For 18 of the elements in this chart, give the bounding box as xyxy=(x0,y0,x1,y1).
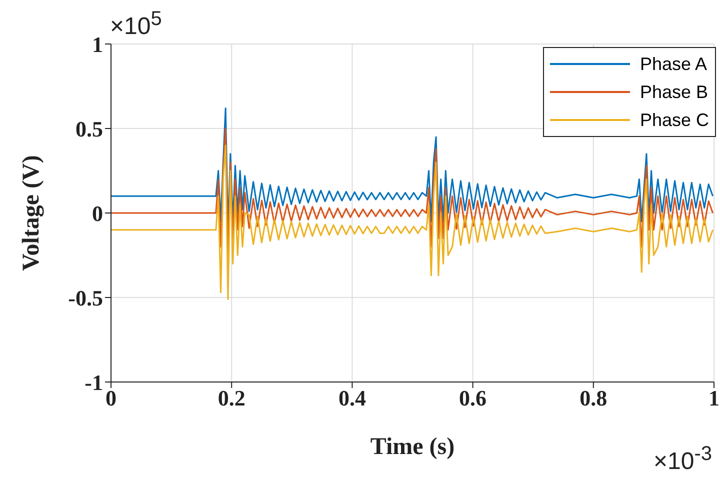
y-tick-label: -0.5 xyxy=(68,285,103,310)
legend-label: Phase A xyxy=(640,54,708,74)
x-tick-label: 0.4 xyxy=(338,386,366,411)
line-series xyxy=(111,144,714,300)
legend-label: Phase B xyxy=(640,82,708,102)
y-axis-title: Voltage (V) xyxy=(18,155,45,271)
y-tick-label: 0 xyxy=(92,200,103,226)
text: ×10$^{5}$ xyxy=(110,8,162,41)
y-tick-label: -1 xyxy=(84,370,103,395)
x-axis-title: Time (s) xyxy=(370,434,455,460)
y-tick-label: 0.5 xyxy=(76,116,103,142)
x-tick-label: 0.2 xyxy=(218,386,246,411)
x-tick-label: 1 xyxy=(708,386,720,411)
legend-label: Phase C xyxy=(640,110,709,130)
text: ×10$^{-3}$ xyxy=(653,443,712,476)
x-tick-label: 0.8 xyxy=(580,386,608,411)
x-tick-label: 0.6 xyxy=(459,386,487,411)
y-tick-label: 1 xyxy=(92,32,103,57)
